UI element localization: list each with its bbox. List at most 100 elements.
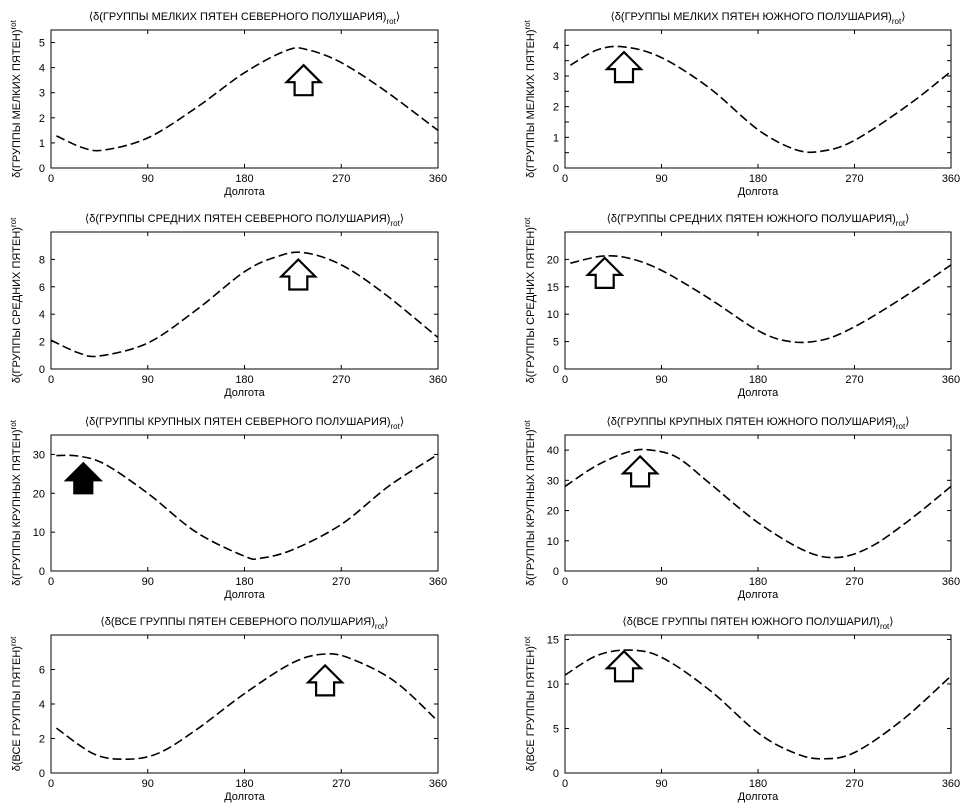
up-arrow-icon bbox=[604, 50, 644, 84]
plot-frame bbox=[50, 29, 439, 169]
y-tick-label: 2 bbox=[39, 734, 45, 746]
x-tick-label: 360 bbox=[942, 576, 960, 588]
data-series-line bbox=[56, 453, 439, 561]
x-tick-label: 360 bbox=[942, 173, 960, 185]
x-tick-label: 270 bbox=[332, 576, 350, 588]
y-tick-label: 30 bbox=[33, 449, 45, 461]
up-arrow-icon bbox=[620, 454, 660, 488]
x-tick-label: 180 bbox=[235, 173, 253, 185]
y-tick-label: 2 bbox=[39, 113, 45, 125]
x-tick-label: 270 bbox=[845, 778, 863, 790]
chart-title: ⟨δ(ГРУППЫ КРУПНЫХ ПЯТЕН СЕВЕРНОГО ПОЛУША… bbox=[85, 416, 404, 431]
up-arrow-icon bbox=[305, 663, 345, 697]
x-axis-label: Долгота bbox=[738, 387, 779, 399]
x-tick-label: 0 bbox=[562, 778, 568, 790]
x-tick-label: 180 bbox=[235, 374, 253, 386]
y-tick-label: 0 bbox=[553, 768, 559, 780]
data-series-line bbox=[50, 251, 439, 358]
chart-panel-8: ⟨δ(ВСЕ ГРУППЫ ПЯТЕН ЮЖНОГО ПОЛУШАРИЛ)rot… bbox=[523, 616, 960, 803]
plot-frame bbox=[564, 29, 952, 169]
y-tick-label: 6 bbox=[39, 282, 45, 294]
y-tick-label: 20 bbox=[33, 488, 45, 500]
y-tick-label: 10 bbox=[33, 527, 45, 539]
x-tick-label: 0 bbox=[48, 778, 54, 790]
chart-panel-2: ⟨δ(ГРУППЫ МЕЛКИХ ПЯТЕН ЮЖНОГО ПОЛУШАРИЯ)… bbox=[523, 11, 960, 198]
y-tick-label: 2 bbox=[39, 337, 45, 349]
x-tick-label: 0 bbox=[562, 374, 568, 386]
y-tick-label: 15 bbox=[547, 282, 559, 294]
y-tick-label: 0 bbox=[39, 566, 45, 578]
x-tick-label: 90 bbox=[142, 173, 154, 185]
y-tick-label: 40 bbox=[547, 445, 559, 457]
y-tick-label: 5 bbox=[553, 337, 559, 349]
up-arrow-icon bbox=[604, 649, 644, 683]
x-tick-label: 90 bbox=[655, 173, 667, 185]
x-tick-label: 360 bbox=[942, 374, 960, 386]
x-tick-label: 90 bbox=[142, 778, 154, 790]
x-axis-label: Долгота bbox=[738, 186, 779, 198]
y-tick-label: 8 bbox=[39, 254, 45, 266]
x-tick-label: 270 bbox=[845, 576, 863, 588]
chart-title: ⟨δ(ГРУППЫ КРУПНЫХ ПЯТЕН ЮЖНОГО ПОЛУШАРИЯ… bbox=[606, 416, 909, 431]
x-axis-label: Долгота bbox=[224, 589, 265, 601]
x-axis-label: Долгота bbox=[224, 186, 265, 198]
x-tick-label: 180 bbox=[749, 173, 767, 185]
y-tick-label: 10 bbox=[547, 536, 559, 548]
x-tick-label: 180 bbox=[235, 576, 253, 588]
x-tick-label: 0 bbox=[48, 576, 54, 588]
y-tick-label: 0 bbox=[553, 566, 559, 578]
chart-panel-4: ⟨δ(ГРУППЫ СРЕДНИХ ПЯТЕН ЮЖНОГО ПОЛУШАРИЯ… bbox=[523, 213, 960, 399]
up-arrow-icon bbox=[278, 257, 318, 291]
x-tick-label: 90 bbox=[655, 778, 667, 790]
x-tick-label: 180 bbox=[749, 576, 767, 588]
chart-panel-6: ⟨δ(ГРУППЫ КРУПНЫХ ПЯТЕН ЮЖНОГО ПОЛУШАРИЯ… bbox=[523, 416, 960, 601]
y-tick-label: 4 bbox=[39, 699, 45, 711]
y-tick-label: 10 bbox=[547, 309, 559, 321]
y-axis-label: δ(ВСЕ ГРУППЫ ПЯТЕН)rot bbox=[9, 636, 23, 771]
x-tick-label: 360 bbox=[429, 576, 447, 588]
up-arrow-icon bbox=[283, 63, 324, 97]
y-tick-label: 10 bbox=[547, 679, 559, 691]
y-axis-label: δ(ГРУППЫ МЕЛКИХ ПЯТЕН)rot bbox=[9, 19, 23, 177]
data-series-line bbox=[569, 45, 952, 154]
x-tick-label: 270 bbox=[332, 778, 350, 790]
x-tick-label: 180 bbox=[749, 374, 767, 386]
y-tick-label: 0 bbox=[39, 768, 45, 780]
data-series-line bbox=[564, 448, 952, 559]
y-tick-label: 5 bbox=[553, 723, 559, 735]
x-tick-label: 270 bbox=[332, 374, 350, 386]
x-tick-label: 180 bbox=[235, 778, 253, 790]
x-tick-label: 90 bbox=[655, 576, 667, 588]
y-axis-label: δ(ГРУППЫ КРУПНЫХ ПЯТЕН)rot bbox=[9, 419, 23, 586]
y-tick-label: 20 bbox=[547, 506, 559, 518]
chart-title: ⟨δ(ВСЕ ГРУППЫ ПЯТЕН ЮЖНОГО ПОЛУШАРИЛ)rot… bbox=[622, 616, 893, 631]
y-tick-label: 4 bbox=[39, 309, 45, 321]
y-tick-label: 2 bbox=[553, 102, 559, 114]
x-tick-label: 90 bbox=[655, 374, 667, 386]
chart-panel-3: ⟨δ(ГРУППЫ СРЕДНИХ ПЯТЕН СЕВЕРНОГО ПОЛУША… bbox=[9, 213, 447, 399]
y-tick-label: 5 bbox=[39, 38, 45, 50]
chart-panel-1: ⟨δ(ГРУППЫ МЕЛКИХ ПЯТЕН СЕВЕРНОГО ПОЛУШАР… bbox=[9, 11, 447, 198]
y-tick-label: 0 bbox=[553, 364, 559, 376]
chart-title: ⟨δ(ГРУППЫ МЕЛКИХ ПЯТЕН ЮЖНОГО ПОЛУШАРИЯ)… bbox=[611, 11, 906, 26]
y-tick-label: 0 bbox=[39, 364, 45, 376]
x-tick-label: 270 bbox=[332, 173, 350, 185]
y-tick-label: 1 bbox=[553, 132, 559, 144]
x-tick-label: 180 bbox=[749, 778, 767, 790]
x-tick-label: 0 bbox=[48, 173, 54, 185]
y-axis-label: δ(ГРУППЫ МЕЛКИХ ПЯТЕН)rot bbox=[523, 19, 537, 177]
chart-panel-7: ⟨δ(ВСЕ ГРУППЫ ПЯТЕН СЕВЕРНОГО ПОЛУШАРИЯ)… bbox=[9, 616, 447, 803]
x-tick-label: 360 bbox=[429, 374, 447, 386]
x-tick-label: 0 bbox=[562, 576, 568, 588]
y-tick-label: 0 bbox=[39, 163, 45, 175]
y-axis-label: δ(ГРУППЫ СРЕДНИХ ПЯТЕН)rot bbox=[9, 217, 23, 383]
plot-frame bbox=[50, 231, 439, 370]
data-series-line bbox=[564, 649, 952, 760]
x-tick-label: 360 bbox=[429, 173, 447, 185]
y-tick-label: 4 bbox=[39, 63, 45, 75]
chart-title: ⟨δ(ГРУППЫ МЕЛКИХ ПЯТЕН СЕВЕРНОГО ПОЛУШАР… bbox=[89, 11, 400, 26]
chart-title: ⟨δ(ВСЕ ГРУППЫ ПЯТЕН СЕВЕРНОГО ПОЛУШАРИЯ)… bbox=[100, 616, 388, 631]
x-axis-label: Долгота bbox=[224, 387, 265, 399]
chart-title: ⟨δ(ГРУППЫ СРЕДНИХ ПЯТЕН ЮЖНОГО ПОЛУШАРИЯ… bbox=[607, 213, 910, 228]
x-tick-label: 270 bbox=[845, 173, 863, 185]
